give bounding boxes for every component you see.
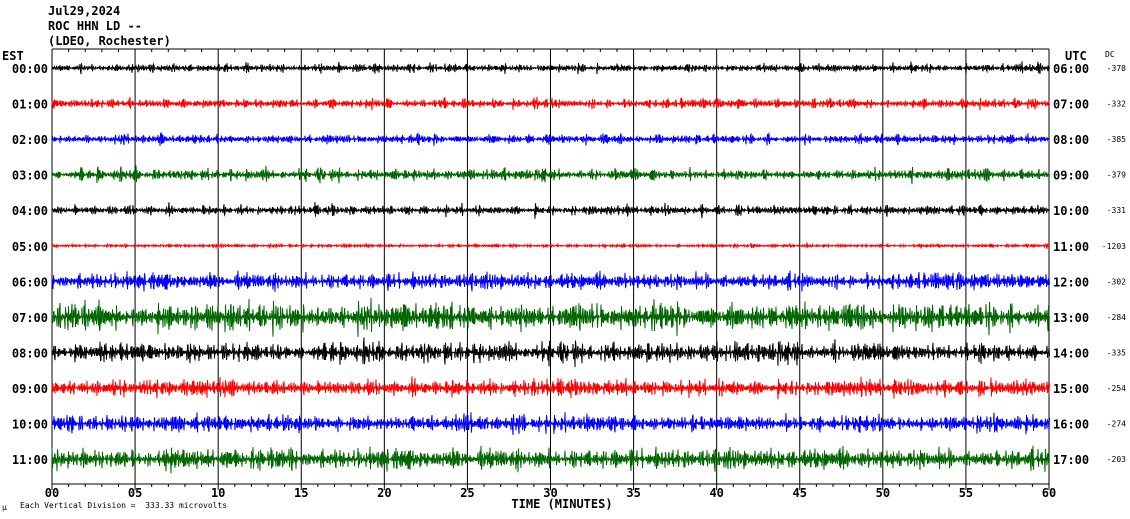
seismic-trace <box>51 241 1050 250</box>
dc-offset-label: -385 <box>1107 135 1126 144</box>
dc-offset-label: -378 <box>1107 64 1126 73</box>
utc-time-label: 08:00 <box>1053 133 1089 147</box>
dc-offset-label: -331 <box>1107 206 1126 215</box>
x-tick-label: 55 <box>959 486 973 500</box>
utc-time-label: 15:00 <box>1053 382 1089 396</box>
dc-offset-label: -302 <box>1107 277 1126 286</box>
est-time-label: 04:00 <box>12 204 48 218</box>
microvolt-symbol: μ <box>2 503 7 512</box>
est-time-label: 01:00 <box>12 98 48 112</box>
est-time-label: 10:00 <box>12 418 48 432</box>
x-tick-label: 35 <box>626 486 640 500</box>
est-time-label: 02:00 <box>12 133 48 147</box>
utc-time-label: 13:00 <box>1053 311 1089 325</box>
x-tick-label: 40 <box>709 486 723 500</box>
seismic-trace <box>51 96 1050 111</box>
left-timezone-label: EST <box>2 49 24 63</box>
station-label: ROC HHN LD -- <box>48 19 142 33</box>
seismic-trace <box>51 131 1050 146</box>
est-time-label: 06:00 <box>12 275 48 289</box>
right-timezone-label: UTC <box>1065 49 1087 63</box>
utc-time-label: 12:00 <box>1053 275 1089 289</box>
seismic-trace <box>51 412 1050 436</box>
est-time-label: 09:00 <box>12 382 48 396</box>
dc-header-label: DC <box>1105 50 1115 59</box>
est-time-label: 11:00 <box>12 453 48 467</box>
utc-time-label: 07:00 <box>1053 98 1089 112</box>
x-tick-label: 30 <box>543 486 557 500</box>
seismic-trace <box>51 165 1050 185</box>
x-tick-label: 25 <box>460 486 474 500</box>
utc-time-label: 16:00 <box>1053 418 1089 432</box>
seismic-trace <box>51 297 1050 337</box>
x-tick-label: 05 <box>128 486 142 500</box>
x-tick-label: 20 <box>377 486 391 500</box>
seismic-trace <box>51 445 1050 474</box>
x-tick-label: 00 <box>45 486 59 500</box>
dc-offset-label: -1203 <box>1102 242 1126 251</box>
seismic-trace <box>51 270 1050 292</box>
dc-offset-label: -274 <box>1107 420 1126 429</box>
x-tick-label: 50 <box>876 486 890 500</box>
x-axis-label: TIME (MINUTES) <box>511 497 612 511</box>
utc-time-label: 17:00 <box>1053 453 1089 467</box>
network-label: (LDEO, Rochester) <box>48 34 171 48</box>
utc-time-label: 09:00 <box>1053 169 1089 183</box>
vertical-division-note: Each Vertical Division = 333.33 microvol… <box>20 501 228 510</box>
est-time-label: 08:00 <box>12 346 48 360</box>
utc-time-label: 11:00 <box>1053 240 1089 254</box>
dc-offset-label: -203 <box>1107 455 1126 464</box>
dc-offset-label: -254 <box>1107 384 1126 393</box>
x-tick-label: 45 <box>793 486 807 500</box>
seismic-trace <box>51 61 1050 75</box>
seismic-trace <box>51 376 1050 400</box>
x-tick-label: 15 <box>294 486 308 500</box>
dc-offset-label: -379 <box>1107 171 1126 180</box>
utc-time-label: 14:00 <box>1053 346 1089 360</box>
utc-time-label: 06:00 <box>1053 62 1089 76</box>
utc-time-label: 10:00 <box>1053 204 1089 218</box>
x-tick-label: 10 <box>211 486 225 500</box>
dc-offset-label: -332 <box>1107 100 1126 109</box>
est-time-label: 05:00 <box>12 240 48 254</box>
est-time-label: 07:00 <box>12 311 48 325</box>
seismic-trace <box>51 337 1050 368</box>
seismic-trace <box>51 202 1050 219</box>
date-label: Jul29,2024 <box>48 4 121 18</box>
dc-offset-label: -335 <box>1107 348 1126 357</box>
est-time-label: 00:00 <box>12 62 48 76</box>
x-tick-label: 60 <box>1042 486 1056 500</box>
est-time-label: 03:00 <box>12 169 48 183</box>
dc-offset-label: -284 <box>1107 313 1126 322</box>
